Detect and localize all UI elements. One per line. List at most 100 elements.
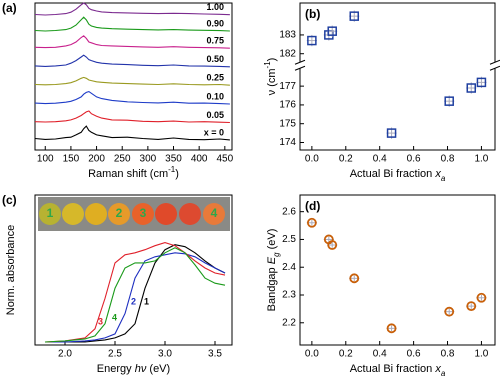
label-part: E — [266, 256, 278, 264]
x-tick-label: 2.0 — [58, 349, 72, 360]
label-part: ν (cm — [266, 68, 278, 95]
x-tick-label: 200 — [88, 154, 105, 165]
label-part: ) — [266, 58, 278, 62]
x-axis-label: Raman shift (cm-1) — [88, 165, 179, 180]
x-tick-label: 3.5 — [208, 349, 222, 360]
series-label: 3 — [98, 316, 103, 326]
x-tick-label: 100 — [37, 154, 54, 165]
x-tick-label: 2.5 — [108, 349, 122, 360]
series-line — [44, 242, 226, 343]
label-part: hν — [135, 363, 147, 375]
y-tick-label: 2.5 — [282, 234, 296, 245]
label-part: Bandgap — [266, 264, 278, 311]
vial — [62, 203, 84, 225]
inset-label: 4 — [211, 206, 218, 220]
label-part: Actual Bi fraction — [350, 168, 436, 180]
y-tick-label: 176 — [279, 100, 296, 111]
axis-break — [294, 65, 306, 71]
x-tick-label: 0.6 — [407, 349, 421, 360]
vial — [155, 203, 177, 225]
series-line — [45, 252, 226, 343]
marker — [386, 323, 397, 334]
axis-break — [489, 59, 500, 65]
panel-label: (a) — [2, 1, 17, 15]
series-label: 0.10 — [206, 91, 224, 101]
marker — [349, 273, 360, 284]
x-tick-label: 0.4 — [373, 349, 387, 360]
marker — [307, 35, 317, 46]
x-tick-label: 0.8 — [441, 349, 455, 360]
marker — [349, 11, 360, 21]
marker — [327, 240, 338, 250]
series-label: 0.25 — [206, 73, 224, 83]
vial — [179, 203, 201, 225]
x-axis-label: Actual Bi fraction xa — [350, 168, 446, 183]
series-line — [34, 54, 230, 68]
x-tick-label: 0.2 — [339, 154, 353, 165]
label-part: -1 — [263, 61, 272, 69]
series-line — [34, 76, 230, 86]
x-tick-label: 1.0 — [474, 154, 488, 165]
y-tick-label: 2.4 — [282, 262, 296, 273]
series-line — [44, 247, 226, 343]
plot-frame — [299, 194, 496, 346]
x-axis-label: Energy hν (eV) — [97, 363, 170, 375]
axis-break — [294, 59, 306, 65]
marker — [327, 26, 337, 36]
marker — [466, 301, 477, 312]
series-line — [45, 244, 226, 343]
marker — [306, 217, 317, 228]
series-label: 1 — [144, 296, 149, 306]
axis-break — [296, 62, 304, 69]
marker — [466, 83, 477, 93]
label-part: x — [434, 363, 441, 375]
x-axis-label: Actual Bi fraction xa — [350, 363, 446, 378]
panel-label: (d) — [305, 199, 320, 213]
label-part: x — [434, 168, 441, 180]
x-tick-label: 0.0 — [305, 349, 319, 360]
inset-label: 2 — [116, 206, 123, 220]
series-label: 2 — [131, 296, 136, 306]
series-label: 0.90 — [206, 18, 224, 28]
series-line — [34, 35, 230, 49]
y-tick-label: 182 — [279, 48, 296, 59]
series-label: 0.50 — [206, 54, 224, 64]
marker — [476, 292, 487, 303]
axis-break — [489, 65, 500, 71]
series-label: 4 — [112, 312, 117, 322]
x-tick-label: 0.4 — [373, 154, 387, 165]
label-part: a — [441, 369, 446, 378]
x-tick-label: 400 — [191, 154, 208, 165]
vial — [39, 203, 61, 225]
y-tick-label: 174 — [279, 137, 296, 148]
photo-inset: 1 2 3 4 — [38, 197, 230, 231]
series-line — [34, 110, 230, 124]
marker — [386, 128, 397, 138]
label-part: -1 — [168, 165, 176, 174]
y-tick-label: 175 — [279, 118, 296, 129]
inset-label: 3 — [140, 206, 147, 220]
vial — [132, 203, 154, 225]
panel-label: (c) — [2, 193, 17, 207]
label-part: g — [272, 252, 281, 257]
label-part: Raman shift (cm — [88, 168, 168, 180]
x-tick-label: 300 — [140, 154, 157, 165]
marker — [444, 96, 454, 106]
y-tick-label: 2.6 — [282, 206, 296, 217]
x-tick-label: 450 — [216, 154, 233, 165]
inset-label: 1 — [47, 206, 54, 220]
label-part: (eV) — [146, 363, 170, 375]
y-axis-label: Norm. absorbance — [5, 225, 17, 316]
vial — [108, 203, 130, 225]
panel-label: (b) — [305, 7, 320, 21]
label-part: ) — [175, 168, 179, 180]
series-label: x = 0 — [204, 127, 224, 137]
plot-frame — [299, 2, 496, 151]
series-label: 0.05 — [206, 110, 224, 120]
label-part: Norm. absorbance — [5, 225, 17, 316]
y-axis-label: Bandgap Eg (eV) — [266, 229, 281, 312]
y-tick-label: 2.2 — [282, 317, 296, 328]
y-tick-label: 183 — [279, 30, 296, 41]
vial — [85, 203, 107, 225]
